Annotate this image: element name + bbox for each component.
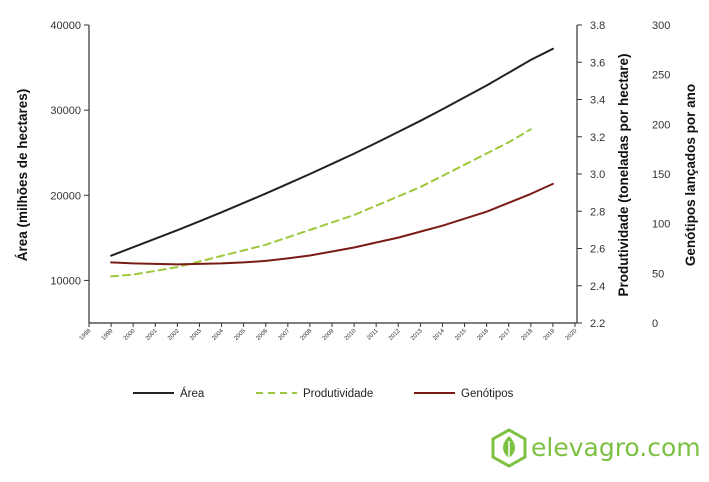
- left-tick-label: 10000: [50, 275, 81, 287]
- series-line-area: [110, 47, 554, 257]
- series-line-genotypes: [110, 182, 554, 266]
- x-axis-ticks: 1998 1999 2000 2001 2002 2003 2004 2005 2006 2007…: [79, 323, 579, 342]
- x-tick-label: 2019: [543, 328, 557, 342]
- x-tick-label: 2001: [145, 328, 159, 342]
- right-axis-productivity-ticks: 2.2 2.4 2.6 2.8 3.0 3.2 3.4 3.6 3.8: [577, 20, 605, 330]
- leaf-hexagon-icon: [491, 428, 527, 468]
- x-tick-label: 2005: [233, 328, 247, 342]
- x-tick-label: 2020: [565, 328, 579, 342]
- legend-label-productivity: Produtividade: [303, 388, 373, 400]
- legend: Área Produtividade Genótipos: [133, 387, 514, 400]
- brand-logo: elevagro.com: [491, 428, 701, 468]
- right1-tick-label: 2.6: [590, 244, 605, 256]
- x-tick-label: 2014: [432, 328, 446, 342]
- legend-label-genotypes: Genótipos: [461, 388, 514, 400]
- x-tick-label: 2017: [498, 328, 512, 342]
- right1-tick-label: 2.4: [590, 281, 605, 293]
- left-axis-title: Área (milhões de hectares): [15, 89, 30, 262]
- x-tick-label: 1999: [101, 328, 115, 342]
- plot-frame: [88, 25, 578, 324]
- legend-label-area: Área: [180, 387, 205, 400]
- x-tick-label: 2016: [476, 328, 490, 342]
- series-layer: [110, 47, 554, 278]
- right1-tick-label: 3.6: [590, 57, 605, 69]
- right1-tick-label: 3.8: [590, 20, 605, 32]
- right-axis-productivity-title: Produtividade (toneladas por hectare): [616, 53, 631, 296]
- x-tick-label: 2006: [255, 328, 269, 342]
- x-tick-label: 2003: [189, 328, 203, 342]
- x-tick-label: 2004: [211, 328, 225, 342]
- x-tick-label: 2007: [278, 328, 292, 342]
- right1-tick-label: 3.4: [590, 95, 605, 107]
- x-tick-label: 2000: [123, 328, 137, 342]
- x-tick-label: 2013: [410, 328, 424, 342]
- left-tick-label: 20000: [50, 190, 81, 202]
- x-tick-label: 2002: [167, 328, 181, 342]
- right1-tick-label: 2.8: [590, 206, 605, 218]
- x-tick-label: 2011: [366, 328, 380, 342]
- left-tick-label: 40000: [50, 20, 81, 32]
- right2-tick-label: 100: [652, 219, 670, 231]
- x-tick-label: 2010: [344, 328, 358, 342]
- right-axis-genotypes-ticks: 0 50 100 150 200 250 300: [652, 20, 670, 330]
- x-tick-label: 2009: [322, 328, 336, 342]
- right2-tick-label: 250: [652, 70, 670, 82]
- right1-tick-label: 3.2: [590, 132, 605, 144]
- x-tick-label: 1998: [79, 328, 93, 342]
- right2-tick-label: 0: [652, 318, 658, 330]
- x-tick-label: 2018: [521, 328, 535, 342]
- series-line-productivity: [110, 128, 532, 278]
- right2-tick-label: 300: [652, 20, 670, 32]
- brand-logo-text: elevagro.com: [531, 433, 701, 462]
- left-tick-label: 30000: [50, 105, 81, 117]
- left-axis-ticks: 10000 20000 30000 40000: [50, 20, 89, 287]
- x-tick-label: 2012: [388, 328, 402, 342]
- x-tick-label: 2008: [300, 328, 314, 342]
- right1-tick-label: 2.2: [590, 318, 605, 330]
- right-axis-genotypes-title: Genótipos lançados por ano: [683, 84, 698, 266]
- right2-tick-label: 150: [652, 169, 670, 181]
- right1-tick-label: 3.0: [590, 169, 605, 181]
- right2-tick-label: 200: [652, 119, 670, 131]
- x-tick-label: 2015: [454, 328, 468, 342]
- right2-tick-label: 50: [652, 268, 664, 280]
